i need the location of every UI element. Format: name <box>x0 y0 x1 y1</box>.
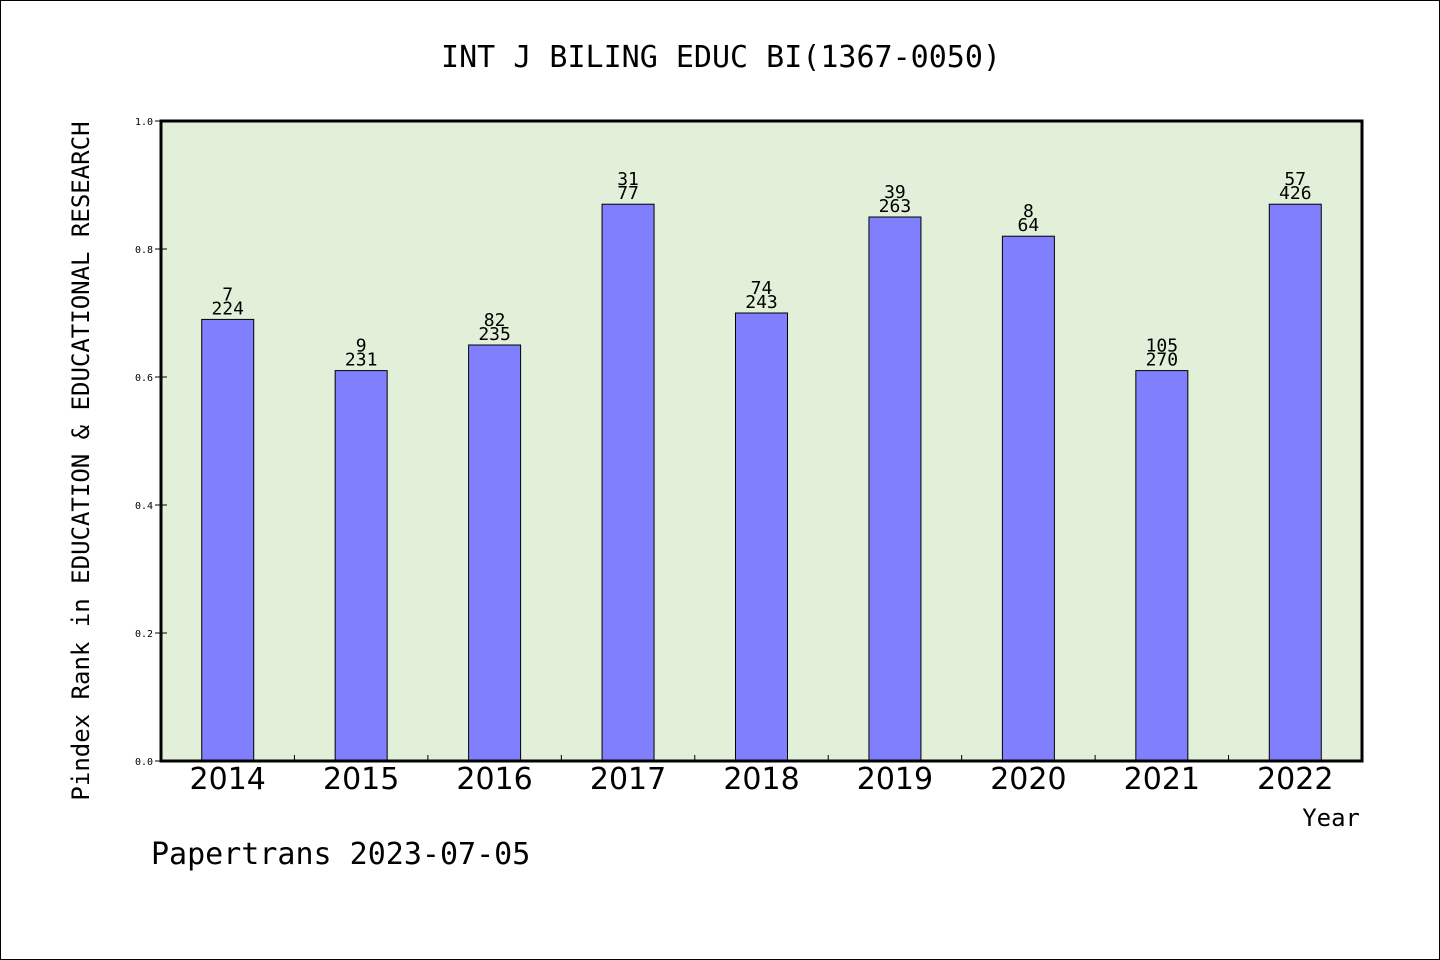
bar-total-label: 235 <box>478 324 511 345</box>
x-tick-label: 2020 <box>990 762 1066 797</box>
bar-rank-label: 105 <box>1146 336 1179 357</box>
bar-rank-label: 31 <box>617 169 639 190</box>
bar <box>601 203 655 762</box>
x-tick-label: 2016 <box>456 762 532 797</box>
y-tick-label: 1.0 <box>135 117 153 128</box>
bar-rank-label: 74 <box>751 278 773 299</box>
x-tick-label: 2019 <box>857 762 933 797</box>
bar-total-label: 77 <box>617 183 639 204</box>
x-tick-label: 2014 <box>190 762 266 797</box>
y-tick-label: 0.8 <box>135 245 153 256</box>
bar-total-label: 231 <box>345 350 378 371</box>
x-tick-label: 2015 <box>323 762 399 797</box>
bar-rank-label: 9 <box>356 336 367 357</box>
x-tick-label: 2022 <box>1257 762 1333 797</box>
x-axis-title: Year <box>1302 804 1360 832</box>
y-axis-title: Pindex Rank in EDUCATION & EDUCATIONAL R… <box>67 121 95 800</box>
bars-layer <box>201 203 1322 762</box>
y-tick-label: 0.2 <box>135 629 153 640</box>
bar-total-label: 426 <box>1279 183 1312 204</box>
bar-total-label: 224 <box>211 298 244 319</box>
bar-rank-label: 82 <box>484 310 506 331</box>
chart-title: INT J BILING EDUC BI(1367-0050) <box>441 40 1001 75</box>
x-tick-label: 2018 <box>723 762 799 797</box>
bar <box>468 344 522 762</box>
plot-frame <box>159 119 1364 763</box>
bar-total-label: 263 <box>879 196 912 217</box>
bar <box>1001 235 1055 762</box>
bar <box>868 216 922 762</box>
y-tick-label: 0.0 <box>135 757 153 768</box>
bar-total-label: 64 <box>1018 215 1040 236</box>
bar-rank-label: 57 <box>1284 169 1306 190</box>
y-tick-label: 0.6 <box>135 373 153 384</box>
bar-total-label: 243 <box>745 292 778 313</box>
bar-rank-label: 39 <box>884 182 906 203</box>
footer-date: Papertrans 2023-07-05 <box>151 837 530 872</box>
y-tick-label: 0.4 <box>135 501 153 512</box>
bar <box>201 318 255 762</box>
bar <box>1268 203 1322 762</box>
bar-total-label: 270 <box>1146 350 1179 371</box>
bar-rank-label: 7 <box>222 284 233 305</box>
bar <box>334 370 388 762</box>
x-tick-label: 2021 <box>1124 762 1200 797</box>
bar <box>735 312 788 762</box>
bar-rank-label: 8 <box>1023 201 1034 222</box>
x-tick-label: 2017 <box>590 762 666 797</box>
bar <box>1135 370 1189 762</box>
